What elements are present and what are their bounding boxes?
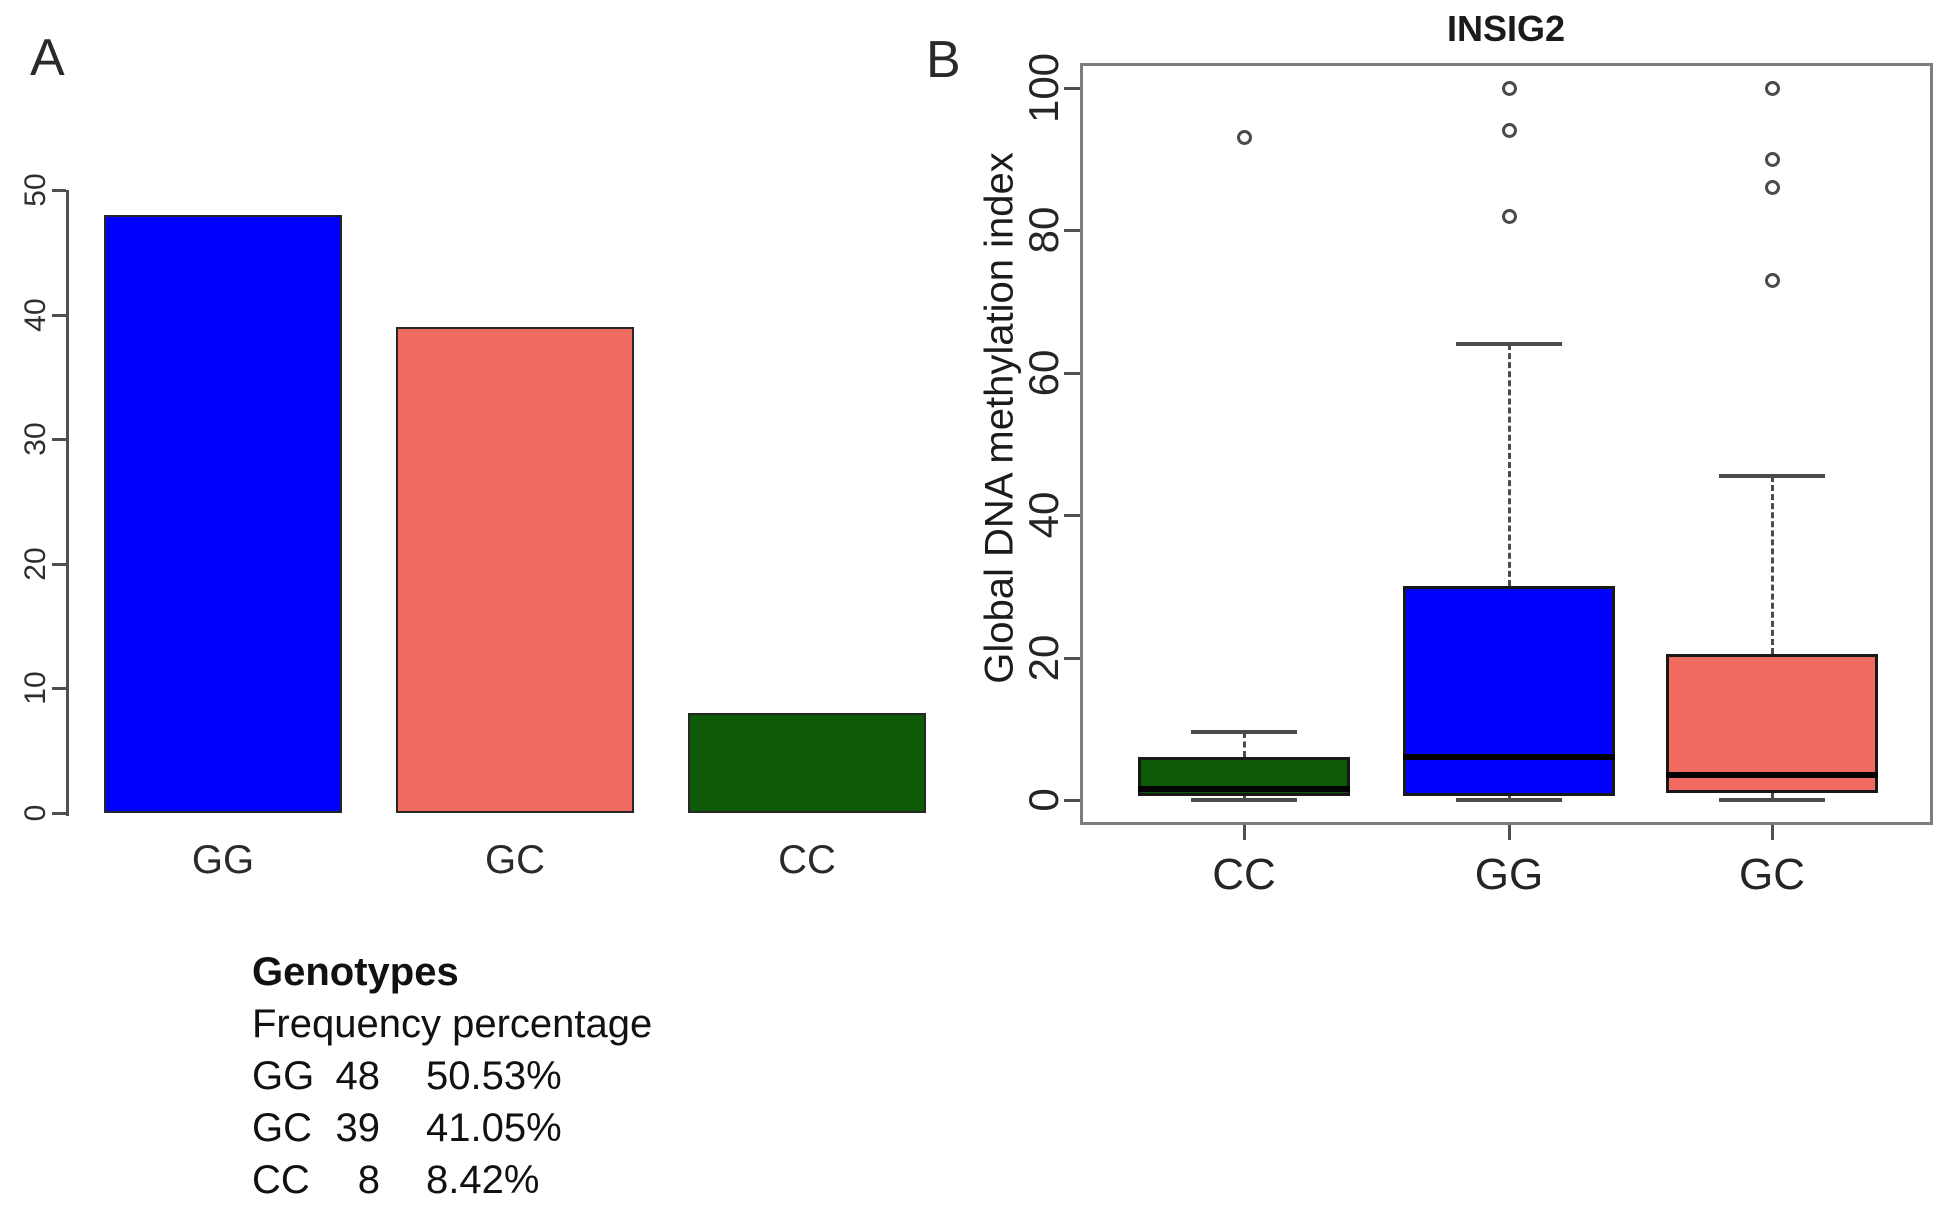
outlier-point-CC (1236, 130, 1252, 146)
bar-chart-y-axis (66, 190, 69, 816)
boxplot-x-tick-CC (1243, 825, 1246, 840)
bar-chart-y-tick (52, 438, 66, 442)
outlier-point-GC (1764, 272, 1780, 288)
bar-category-label-GC: GC (485, 838, 545, 882)
bar-chart-y-tick-label: 20 (19, 547, 52, 581)
boxplot-y-axis-label: Global DNA methylation index (977, 152, 1022, 684)
whisker-low-GC (1771, 792, 1774, 800)
outlier-point-GG (1501, 80, 1517, 96)
boxplot-category-label-GC: GC (1739, 850, 1805, 899)
outlier-point-GG (1501, 208, 1517, 224)
genotype-name: CC (252, 1158, 310, 1202)
bar-chart-y-tick-label: 0 (19, 804, 52, 822)
boxplot-y-tick-label: 80 (1020, 207, 1067, 254)
outlier-point-GC (1764, 151, 1780, 167)
genotype-count: 48 (335, 1054, 381, 1098)
panel-a-label: A (30, 29, 65, 87)
outlier-point-GC (1764, 80, 1780, 96)
bar-category-label-CC: CC (778, 838, 836, 882)
boxplot-y-tick (1064, 799, 1080, 802)
bar-chart-y-tick (52, 562, 66, 566)
boxplot-y-tick (1064, 229, 1080, 233)
boxplot-y-tick (1064, 371, 1080, 375)
genotype-count: 39 (335, 1106, 381, 1150)
genotype-percent: 41.05% (426, 1106, 562, 1150)
box-GC (1666, 654, 1878, 793)
whisker-high-CC (1243, 732, 1246, 758)
boxplot-y-tick (1064, 514, 1080, 518)
boxplot-title: INSIG2 (1446, 8, 1566, 49)
boxplot-category-label-CC: CC (1212, 850, 1276, 899)
whisker-cap-high-GC (1719, 474, 1825, 479)
boxplot-y-tick (1064, 87, 1080, 90)
genotype-table-title: Genotypes (252, 950, 459, 994)
genotype-name: GG (252, 1054, 315, 1098)
genotype-name: GC (252, 1106, 312, 1150)
bar-chart-y-tick-label: 50 (19, 173, 52, 207)
bar-chart-y-tick-label: 30 (19, 422, 52, 456)
whisker-cap-high-CC (1191, 730, 1297, 735)
bar-chart-y-tick (52, 812, 66, 815)
genotype-count: 8 (357, 1158, 380, 1202)
boxplot-y-tick-label: 0 (1020, 788, 1067, 812)
boxplot-y-tick-label: 100 (1020, 52, 1067, 124)
whisker-high-GC (1771, 476, 1774, 655)
genotype-table-subtitle: Frequency percentage (252, 1002, 653, 1046)
bar-GC (396, 327, 634, 813)
bar-category-label-GG: GG (191, 838, 255, 882)
boxplot-x-tick-GC (1771, 825, 1774, 840)
boxplot-category-label-GG: GG (1474, 850, 1544, 899)
boxplot-y-tick-label: 60 (1020, 349, 1067, 397)
median-GC (1666, 772, 1878, 779)
boxplot-y-tick-label: 20 (1020, 634, 1067, 681)
bar-chart-y-tick-label: 10 (19, 671, 52, 706)
boxplot-x-tick-GG (1508, 825, 1511, 840)
whisker-cap-low-GC (1719, 798, 1825, 802)
genotype-percent: 8.42% (426, 1158, 540, 1202)
whisker-high-GG (1508, 344, 1511, 587)
box-GG (1403, 586, 1615, 797)
genotype-frequency-table: Genotypes Frequency percentage GG 48 50.53… (252, 946, 652, 1206)
genotype-percent: 50.53% (426, 1054, 562, 1098)
genotype-row: GG 48 50.53% (252, 1050, 652, 1102)
whisker-cap-high-GG (1456, 342, 1562, 347)
boxplot-y-tick-label: 40 (1020, 491, 1067, 539)
bar-chart-y-tick (52, 313, 66, 317)
genotype-row: CC 8 8.42% (252, 1154, 652, 1206)
boxplot-y-tick (1064, 656, 1080, 660)
outlier-point-GG (1501, 123, 1517, 139)
bar-CC (688, 713, 926, 813)
bar-chart-y-tick (52, 189, 66, 192)
bar-GG (104, 214, 342, 813)
bar-chart-y-tick (52, 687, 66, 691)
panel-b-label: B (926, 31, 961, 89)
outlier-point-GC (1764, 180, 1780, 196)
bar-chart-y-tick-label: 40 (19, 297, 52, 332)
whisker-cap-low-GG (1456, 798, 1562, 802)
median-CC (1138, 786, 1350, 793)
genotype-row: GC 39 41.05% (252, 1102, 652, 1154)
whisker-cap-low-CC (1191, 798, 1297, 802)
boxplot-plot-area (1080, 63, 1933, 825)
median-GG (1403, 754, 1615, 761)
